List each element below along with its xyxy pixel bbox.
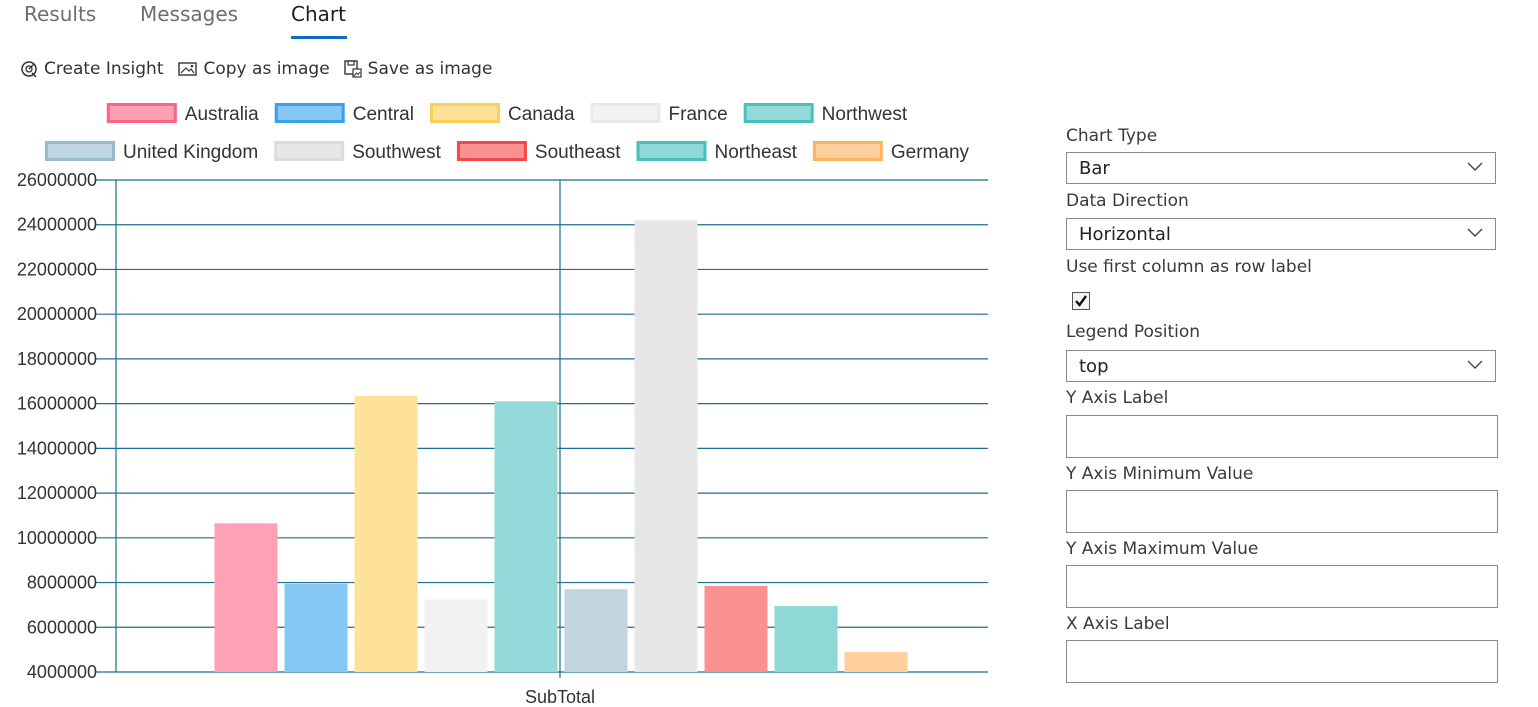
bar-united-kingdom[interactable]	[564, 589, 628, 672]
chart-type-value: Bar	[1079, 158, 1110, 179]
bar-france[interactable]	[424, 599, 488, 672]
chart-area: Australia Central Canada France Northwest Uni…	[0, 92, 1010, 707]
y-tick-label: 26000000	[17, 170, 97, 190]
bar-southeast[interactable]	[704, 585, 768, 672]
chart-type-select[interactable]: Bar	[1066, 152, 1496, 184]
y-axis-min-input[interactable]	[1066, 490, 1498, 533]
copy-as-image-label: Copy as image	[203, 59, 330, 79]
tab-chart[interactable]: Chart	[291, 2, 346, 26]
chart-bars	[214, 220, 908, 672]
legend-swatch	[590, 103, 661, 123]
bar-canada[interactable]	[354, 395, 418, 672]
legend-item-france[interactable]: France	[590, 103, 728, 125]
bar-central[interactable]	[284, 583, 348, 672]
bar-germany[interactable]	[844, 651, 908, 672]
chevron-down-icon	[1467, 360, 1483, 369]
legend-label: United Kingdom	[123, 142, 258, 163]
y-tick-label: 20000000	[17, 304, 97, 324]
legend-position-value: top	[1079, 356, 1109, 377]
checkmark-icon	[1075, 295, 1087, 307]
y-axis-ticks: 4000000 6000000 8000000 10000000 12000000 140…	[17, 170, 97, 682]
legend-swatch	[636, 141, 707, 161]
legend-label: Central	[353, 104, 414, 125]
legend-item-australia[interactable]: Australia	[106, 103, 259, 125]
legend-item-canada[interactable]: Canada	[429, 103, 575, 125]
y-tick-label: 12000000	[17, 483, 97, 503]
tab-messages[interactable]: Messages	[140, 2, 239, 26]
legend-swatch	[274, 141, 345, 161]
first-column-checkbox[interactable]	[1072, 292, 1090, 310]
chart-type-label: Chart Type	[1066, 126, 1158, 146]
data-direction-label: Data Direction	[1066, 191, 1189, 211]
chart-toolbar: Create Insight Copy as image Save as ima…	[20, 57, 506, 81]
chevron-down-icon	[1467, 162, 1483, 171]
legend-position-select[interactable]: top	[1066, 350, 1496, 382]
tab-results[interactable]: Results	[24, 2, 97, 26]
legend-swatch	[456, 141, 527, 161]
bar-northwest[interactable]	[494, 401, 558, 672]
y-axis-label-input[interactable]	[1066, 415, 1498, 458]
legend-swatch	[274, 103, 345, 123]
legend-item-northwest[interactable]: Northwest	[743, 103, 908, 125]
x-axis-label-input[interactable]	[1066, 640, 1498, 683]
legend-label: Australia	[185, 104, 259, 125]
legend-item-southwest[interactable]: Southwest	[274, 141, 442, 163]
first-column-label: Use first column as row label	[1066, 257, 1312, 277]
y-axis-max-input[interactable]	[1066, 565, 1498, 608]
y-tick-label: 6000000	[27, 617, 97, 637]
y-tick-label: 16000000	[17, 394, 97, 414]
legend-label: Southeast	[535, 142, 621, 163]
legend-swatch	[429, 103, 500, 123]
y-tick-label: 22000000	[17, 259, 97, 279]
save-image-icon	[343, 60, 362, 78]
legend-label: Northwest	[822, 104, 908, 125]
legend-label: France	[669, 104, 728, 125]
x-category-label: SubTotal	[525, 687, 595, 703]
y-tick-label: 10000000	[17, 528, 97, 548]
y-axis-label-label: Y Axis Label	[1066, 388, 1169, 408]
y-tick-label: 14000000	[17, 438, 97, 458]
legend-label: Northeast	[715, 142, 798, 163]
y-axis-min-label: Y Axis Minimum Value	[1066, 464, 1254, 484]
legend-label: Southwest	[352, 142, 441, 163]
legend-label: Germany	[891, 142, 970, 163]
chevron-down-icon	[1467, 228, 1483, 237]
legend-item-central[interactable]: Central	[274, 103, 414, 125]
create-insight-button[interactable]: Create Insight	[20, 59, 164, 79]
y-tick-label: 24000000	[17, 215, 97, 235]
y-tick-label: 8000000	[27, 573, 97, 593]
image-icon	[177, 62, 197, 76]
legend-swatch	[44, 141, 115, 161]
active-tab-indicator	[291, 36, 347, 39]
create-insight-label: Create Insight	[44, 59, 164, 79]
y-tick-label: 18000000	[17, 349, 97, 369]
legend-position-label: Legend Position	[1066, 322, 1201, 342]
legend-swatch	[743, 103, 814, 123]
legend-item-united-kingdom[interactable]: United Kingdom	[44, 141, 258, 163]
data-direction-value: Horizontal	[1079, 224, 1171, 245]
data-direction-select[interactable]: Horizontal	[1066, 218, 1496, 250]
bar-chart: Australia Central Canada France Northwest Uni…	[17, 103, 988, 707]
legend-label: Canada	[508, 104, 575, 125]
legend-item-germany[interactable]: Germany	[812, 141, 970, 163]
x-axis-categories: SubTotal	[525, 687, 595, 707]
legend-item-southeast[interactable]: Southeast	[456, 141, 621, 163]
legend-swatch	[812, 141, 883, 161]
chart-legend: Australia Central Canada France Northwest Uni…	[44, 103, 970, 163]
y-axis-max-label: Y Axis Maximum Value	[1066, 539, 1259, 559]
copy-as-image-button[interactable]: Copy as image	[177, 59, 330, 79]
save-as-image-label: Save as image	[367, 59, 493, 79]
insight-icon	[21, 61, 37, 78]
bar-northeast[interactable]	[774, 606, 838, 672]
save-as-image-button[interactable]: Save as image	[343, 59, 493, 79]
legend-swatch	[106, 103, 177, 123]
y-tick-label: 4000000	[27, 662, 97, 682]
bar-australia[interactable]	[214, 523, 278, 672]
legend-item-northeast[interactable]: Northeast	[636, 141, 798, 163]
x-axis-label-label: X Axis Label	[1066, 614, 1170, 634]
bar-southwest[interactable]	[634, 220, 698, 672]
